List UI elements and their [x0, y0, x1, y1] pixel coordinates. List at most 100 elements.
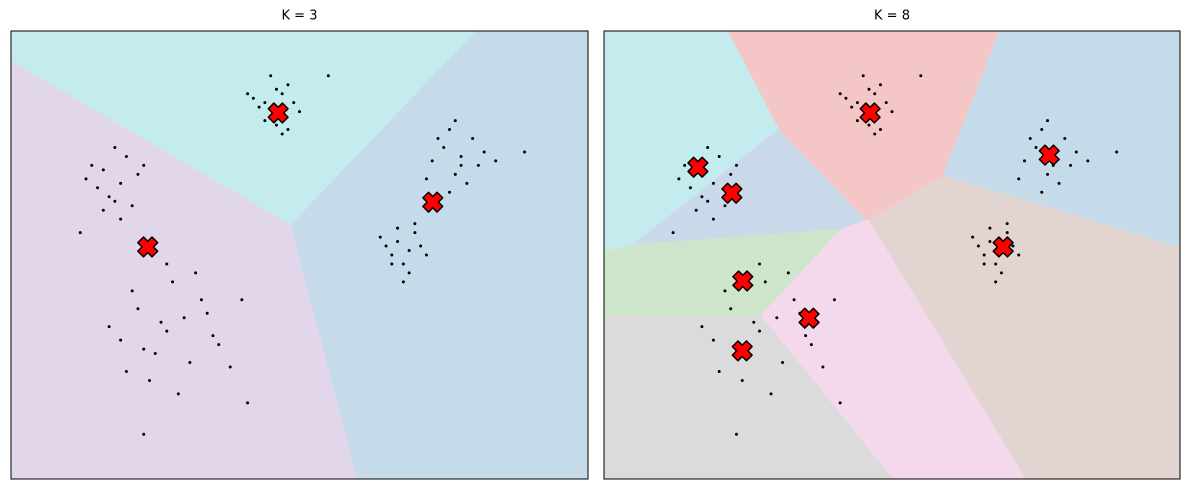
- data-point: [1040, 128, 1044, 132]
- data-point: [850, 105, 854, 109]
- data-point: [781, 361, 785, 365]
- data-point: [706, 145, 710, 149]
- data-point: [821, 365, 825, 369]
- data-point: [401, 262, 405, 266]
- data-point: [119, 217, 123, 221]
- data-point: [873, 132, 877, 136]
- centroid: [1038, 144, 1060, 166]
- data-point: [280, 132, 284, 136]
- data-point: [688, 186, 692, 190]
- centroid: [798, 307, 820, 329]
- data-point: [838, 92, 842, 96]
- data-point: [119, 338, 123, 342]
- data-point: [257, 105, 261, 109]
- data-point: [136, 307, 140, 311]
- data-point: [861, 74, 865, 78]
- data-point: [124, 369, 128, 373]
- data-point: [263, 101, 267, 105]
- data-point: [298, 110, 301, 114]
- data-point: [775, 316, 779, 320]
- data-point: [523, 150, 527, 154]
- chart-title: K = 8: [874, 9, 910, 24]
- data-point: [976, 244, 980, 248]
- data-point: [286, 128, 290, 132]
- data-point: [413, 231, 417, 235]
- data-point: [136, 172, 140, 176]
- data-point: [994, 280, 998, 284]
- data-point: [96, 186, 100, 190]
- data-point: [717, 154, 721, 158]
- data-point: [792, 298, 796, 302]
- data-point: [390, 253, 394, 257]
- data-point: [142, 432, 146, 436]
- data-point: [465, 181, 469, 185]
- data-point: [838, 401, 842, 405]
- data-point: [890, 110, 894, 114]
- data-point: [1005, 231, 1009, 235]
- data-point: [711, 181, 715, 185]
- data-point: [142, 163, 146, 167]
- data-point: [401, 280, 405, 284]
- centroid: [721, 182, 743, 204]
- data-point: [855, 101, 859, 105]
- data-point: [130, 289, 134, 293]
- centroid: [687, 156, 709, 178]
- data-point: [199, 298, 203, 302]
- data-point: [677, 177, 681, 181]
- data-point: [274, 123, 278, 127]
- data-point: [471, 137, 475, 141]
- data-point: [867, 123, 871, 127]
- data-point: [251, 96, 255, 100]
- data-point: [1057, 181, 1061, 185]
- plot-frame: [10, 30, 589, 480]
- data-point: [1046, 119, 1050, 123]
- data-point: [101, 208, 105, 212]
- data-point: [176, 392, 180, 396]
- data-point: [326, 74, 330, 78]
- data-point: [878, 128, 882, 132]
- panel: K = 8: [603, 9, 1181, 480]
- data-point: [700, 325, 704, 329]
- data-point: [205, 311, 209, 315]
- data-point: [711, 338, 715, 342]
- data-point: [717, 369, 721, 373]
- centroid: [732, 270, 754, 292]
- data-point: [855, 119, 859, 123]
- data-point: [165, 329, 169, 333]
- data-point: [1005, 222, 1009, 226]
- data-point: [246, 401, 250, 405]
- data-point: [878, 83, 882, 87]
- data-point: [711, 217, 715, 221]
- data-point: [448, 128, 452, 132]
- data-point: [758, 262, 762, 266]
- data-point: [494, 159, 498, 163]
- data-point: [153, 352, 157, 356]
- data-point: [1115, 150, 1119, 154]
- data-point: [448, 190, 452, 194]
- centroid: [992, 236, 1014, 258]
- data-point: [419, 244, 423, 248]
- data-point: [159, 320, 163, 324]
- centroid: [267, 102, 289, 124]
- data-point: [246, 92, 250, 96]
- data-point: [683, 163, 687, 167]
- data-point: [482, 150, 486, 154]
- data-point: [211, 334, 215, 338]
- data-point: [378, 235, 382, 239]
- data-point: [1017, 177, 1021, 181]
- data-point: [1034, 145, 1038, 149]
- data-point: [884, 101, 888, 105]
- data-point: [459, 163, 463, 167]
- data-point: [171, 280, 175, 284]
- data-point: [734, 163, 738, 167]
- centroid: [731, 340, 753, 362]
- data-point: [107, 325, 111, 329]
- data-point: [1046, 172, 1050, 176]
- data-point: [413, 222, 417, 226]
- data-point: [90, 163, 94, 167]
- data-point: [407, 271, 411, 275]
- data-point: [769, 392, 773, 396]
- data-point: [971, 235, 975, 239]
